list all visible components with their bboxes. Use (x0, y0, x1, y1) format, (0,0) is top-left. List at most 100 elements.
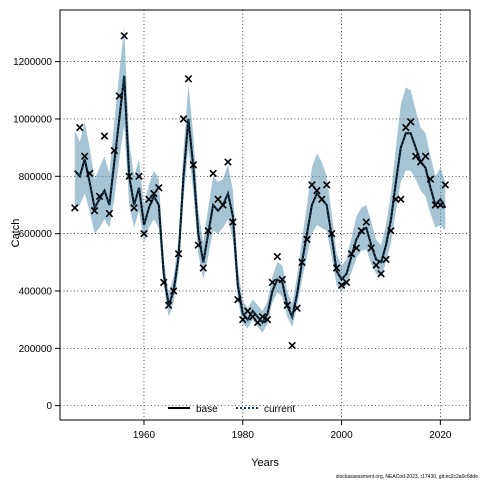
y-tick-label: 400000 (19, 286, 53, 297)
observed-point (179, 115, 188, 123)
observed-point (155, 183, 163, 192)
observed-point (406, 118, 415, 126)
observed-point (90, 206, 99, 215)
observed-point (95, 192, 104, 201)
observed-point-stroke (303, 235, 311, 244)
observed-point (382, 255, 390, 264)
observed-point (100, 132, 109, 140)
observed-point-stroke (155, 183, 163, 192)
observed-point (293, 304, 301, 312)
observed-point (85, 169, 94, 178)
observed-point-stroke (199, 264, 208, 272)
observed-point-stroke (248, 313, 257, 321)
observed-point (322, 181, 331, 189)
observed-point-stroke (75, 123, 84, 132)
observed-point-stroke (411, 152, 420, 160)
observed-point (71, 204, 79, 212)
observed-point-stroke (347, 249, 356, 258)
observed-point-stroke (110, 146, 119, 155)
observed-point-stroke (80, 152, 89, 160)
observed-point-stroke (130, 204, 138, 212)
observed-point-stroke (372, 261, 380, 269)
observed-point (318, 195, 326, 203)
observed-point-stroke (357, 227, 366, 235)
observed-point-stroke (406, 118, 415, 126)
observed-point-stroke (387, 227, 395, 235)
y-tick-label: 600000 (19, 229, 53, 240)
observed-point (239, 315, 247, 324)
observed-point-stroke (362, 218, 371, 226)
observed-point (342, 278, 351, 287)
observed-point-stroke (239, 315, 247, 324)
x-tick-label: 1980 (232, 430, 255, 441)
observed-point (372, 261, 380, 269)
observed-point-stroke (397, 195, 405, 203)
legend-current-label: current (264, 404, 295, 415)
observed-point (169, 287, 178, 295)
observed-point (327, 229, 336, 238)
observed-point-stroke (322, 181, 331, 189)
observed-point-stroke (283, 301, 291, 310)
observed-point-stroke (426, 175, 435, 183)
x-tick-label: 2020 (429, 430, 452, 441)
x-axis-ticks: 1960 1980 2000 2020 (133, 420, 452, 441)
footer-note: stockassessment.org, NEACod-2023, r17430… (336, 474, 479, 480)
observed-point-stroke (382, 255, 390, 264)
observed-point-stroke (145, 195, 153, 203)
observed-point (184, 75, 193, 83)
observed-point (332, 264, 341, 272)
observed-point (75, 123, 84, 132)
observed-point-stroke (253, 318, 262, 327)
observed-point (436, 201, 445, 209)
observed-point-stroke (416, 158, 425, 166)
observed-point-stroke (258, 313, 267, 321)
observed-point-stroke (352, 244, 361, 252)
observed-point (174, 249, 183, 258)
observed-point-stroke (159, 278, 168, 287)
observed-point (248, 313, 257, 321)
observed-point-stroke (313, 186, 321, 195)
observed-point-stroke (85, 169, 94, 178)
observed-point-stroke (71, 204, 79, 212)
observed-point (303, 235, 311, 244)
observed-point (288, 341, 296, 350)
observed-point-stroke (332, 264, 341, 272)
observed-point-stroke (278, 275, 287, 284)
plot-frame (59, 9, 471, 421)
observed-point-stroke (115, 92, 124, 100)
observed-point-stroke (140, 229, 148, 238)
observed-point-stroke (263, 315, 272, 324)
observed-point-stroke (179, 115, 188, 123)
observed-point (229, 218, 237, 226)
observed-point (115, 92, 124, 100)
observed-point (421, 152, 430, 160)
y-axis-label: Catch (10, 219, 22, 248)
observed-point (313, 186, 321, 195)
observed-point (214, 195, 222, 203)
observed-point-stroke (209, 169, 217, 178)
observed-point (135, 172, 143, 181)
observed-point (234, 295, 242, 304)
observed-point (362, 218, 371, 226)
observed-point-stroke (318, 195, 326, 203)
observed-point (209, 169, 217, 178)
observed-point-stroke (298, 258, 306, 267)
observed-point-stroke (293, 304, 301, 312)
observed-point (150, 189, 158, 198)
observed-point-stroke (327, 229, 336, 238)
observed-point (243, 307, 252, 315)
observed-point-stroke (189, 161, 198, 169)
observed-point-stroke (169, 287, 178, 295)
observed-point (194, 241, 203, 249)
observed-point-stroke (125, 172, 133, 181)
observed-point (263, 315, 272, 324)
observed-point-stroke (105, 209, 114, 218)
observed-point-stroke (164, 301, 173, 310)
observed-points (71, 32, 450, 350)
observed-point (367, 244, 375, 252)
confidence-band-layer (74, 27, 446, 333)
y-tick-label: 0 (46, 401, 52, 412)
observed-point-stroke (268, 278, 277, 287)
legend-base-label: base (196, 404, 218, 415)
